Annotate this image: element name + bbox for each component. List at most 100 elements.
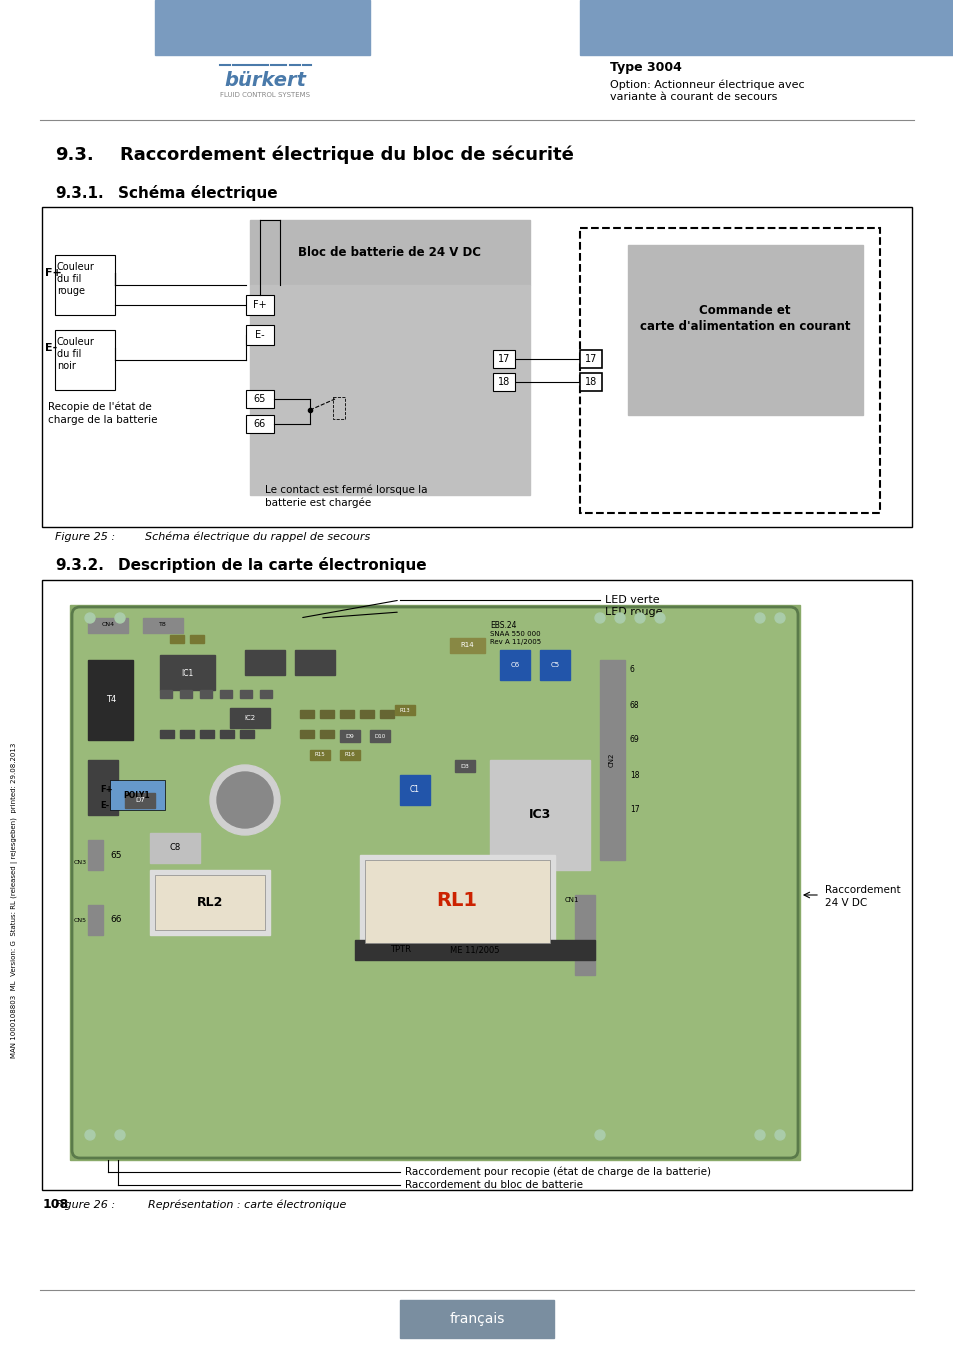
Text: IC1: IC1 [181, 668, 193, 678]
Text: IC3: IC3 [528, 809, 551, 822]
Circle shape [115, 1130, 125, 1139]
Text: Bloc de batterie de 24 V DC: Bloc de batterie de 24 V DC [298, 247, 481, 259]
Text: 17: 17 [497, 354, 510, 364]
Text: F+: F+ [100, 786, 112, 795]
Text: CN3: CN3 [73, 860, 87, 864]
Bar [143, 618, 183, 633]
Text: 18: 18 [584, 377, 597, 387]
Text: E-: E- [45, 343, 57, 352]
Text: TPTR: TPTR [390, 945, 411, 954]
Text: Rev A 11/2005: Rev A 11/2005 [490, 639, 540, 645]
Text: Représentation : carte électronique: Représentation : carte électronique [148, 1200, 346, 1210]
Bar [150, 833, 200, 863]
Circle shape [595, 613, 604, 622]
Text: 9.3.: 9.3. [55, 146, 93, 163]
Text: LED rouge: LED rouge [604, 608, 661, 617]
Text: Figure 26 :: Figure 26 : [55, 1200, 115, 1210]
Bar [170, 634, 184, 643]
Text: Type 3004: Type 3004 [609, 62, 681, 74]
Text: R15: R15 [314, 752, 325, 757]
Bar [579, 228, 879, 513]
Text: 65: 65 [110, 850, 121, 860]
Text: Raccordement du bloc de batterie: Raccordement du bloc de batterie [405, 1180, 582, 1189]
Text: Schéma électrique du rappel de secours: Schéma électrique du rappel de secours [145, 532, 370, 543]
Bar [55, 329, 115, 390]
Bar [499, 649, 530, 680]
Text: noir: noir [57, 360, 76, 371]
Text: du fil: du fil [57, 274, 81, 284]
Bar [339, 710, 354, 718]
Bar [579, 350, 601, 369]
Bar [154, 875, 265, 930]
Text: C8: C8 [170, 844, 180, 852]
Bar [333, 397, 345, 418]
Text: C6: C6 [510, 662, 519, 668]
Bar [88, 760, 118, 815]
Text: Couleur: Couleur [57, 262, 94, 271]
Text: ME 11/2005: ME 11/2005 [450, 945, 499, 954]
Bar [160, 690, 172, 698]
Text: EBS.24: EBS.24 [490, 621, 516, 629]
Circle shape [216, 772, 273, 828]
Bar [180, 730, 193, 738]
Bar [493, 373, 515, 391]
Bar [246, 296, 274, 315]
Text: POLY1: POLY1 [124, 791, 151, 799]
Text: E-: E- [100, 801, 110, 810]
Bar [365, 860, 550, 944]
Text: R13: R13 [399, 707, 410, 713]
Circle shape [774, 1130, 784, 1139]
Bar [250, 285, 530, 495]
Bar [579, 373, 601, 391]
Bar [220, 730, 233, 738]
Text: 9.3.1.: 9.3.1. [55, 185, 104, 201]
Text: IC2: IC2 [244, 716, 255, 721]
Text: français: français [449, 1312, 504, 1326]
Text: batterie est chargée: batterie est chargée [265, 498, 371, 508]
Bar [160, 730, 173, 738]
Text: bürkert: bürkert [224, 70, 306, 89]
Bar [490, 760, 589, 869]
Bar [339, 751, 359, 760]
Text: CN1: CN1 [564, 896, 578, 903]
Text: variante à courant de secours: variante à courant de secours [609, 92, 777, 103]
Text: du fil: du fil [57, 350, 81, 359]
Circle shape [774, 613, 784, 622]
Text: charge de la batterie: charge de la batterie [48, 414, 157, 425]
Text: 69: 69 [629, 736, 639, 744]
Text: CN5: CN5 [74, 918, 87, 922]
Bar [180, 690, 192, 698]
Text: D10: D10 [374, 733, 385, 738]
Text: Commande et: Commande et [699, 304, 790, 316]
Bar [200, 690, 212, 698]
Text: Raccordement électrique du bloc de sécurité: Raccordement électrique du bloc de sécur… [120, 146, 574, 165]
Bar [339, 730, 359, 742]
Text: RL1: RL1 [436, 891, 477, 910]
Text: D3: D3 [460, 764, 469, 768]
Bar [70, 605, 800, 1160]
Bar [299, 710, 314, 718]
Text: CN4: CN4 [101, 622, 114, 628]
Bar [245, 649, 285, 675]
Text: MAN 1000108803  ML  Version: G  Status: RL (released | rejesgeben)  printed: 29.: MAN 1000108803 ML Version: G Status: RL … [11, 743, 18, 1057]
Bar [299, 730, 314, 738]
Text: 18: 18 [629, 771, 639, 779]
Text: 6: 6 [629, 666, 634, 675]
Bar [319, 710, 334, 718]
Text: Raccordement: Raccordement [824, 886, 900, 895]
Bar [379, 710, 394, 718]
Bar [310, 751, 330, 760]
Text: rouge: rouge [57, 286, 85, 296]
Bar [88, 904, 103, 936]
Text: 66: 66 [110, 915, 121, 925]
Text: 18: 18 [497, 377, 510, 387]
Text: Raccordement pour recopie (état de charge de la batterie): Raccordement pour recopie (état de charg… [405, 1166, 710, 1177]
Bar [450, 639, 484, 653]
Circle shape [615, 613, 624, 622]
Text: R14: R14 [459, 643, 474, 648]
Text: 68: 68 [629, 701, 639, 710]
Text: E-: E- [254, 329, 265, 340]
Text: RL2: RL2 [196, 896, 223, 910]
Text: F+: F+ [253, 300, 267, 310]
Bar [579, 0, 953, 55]
